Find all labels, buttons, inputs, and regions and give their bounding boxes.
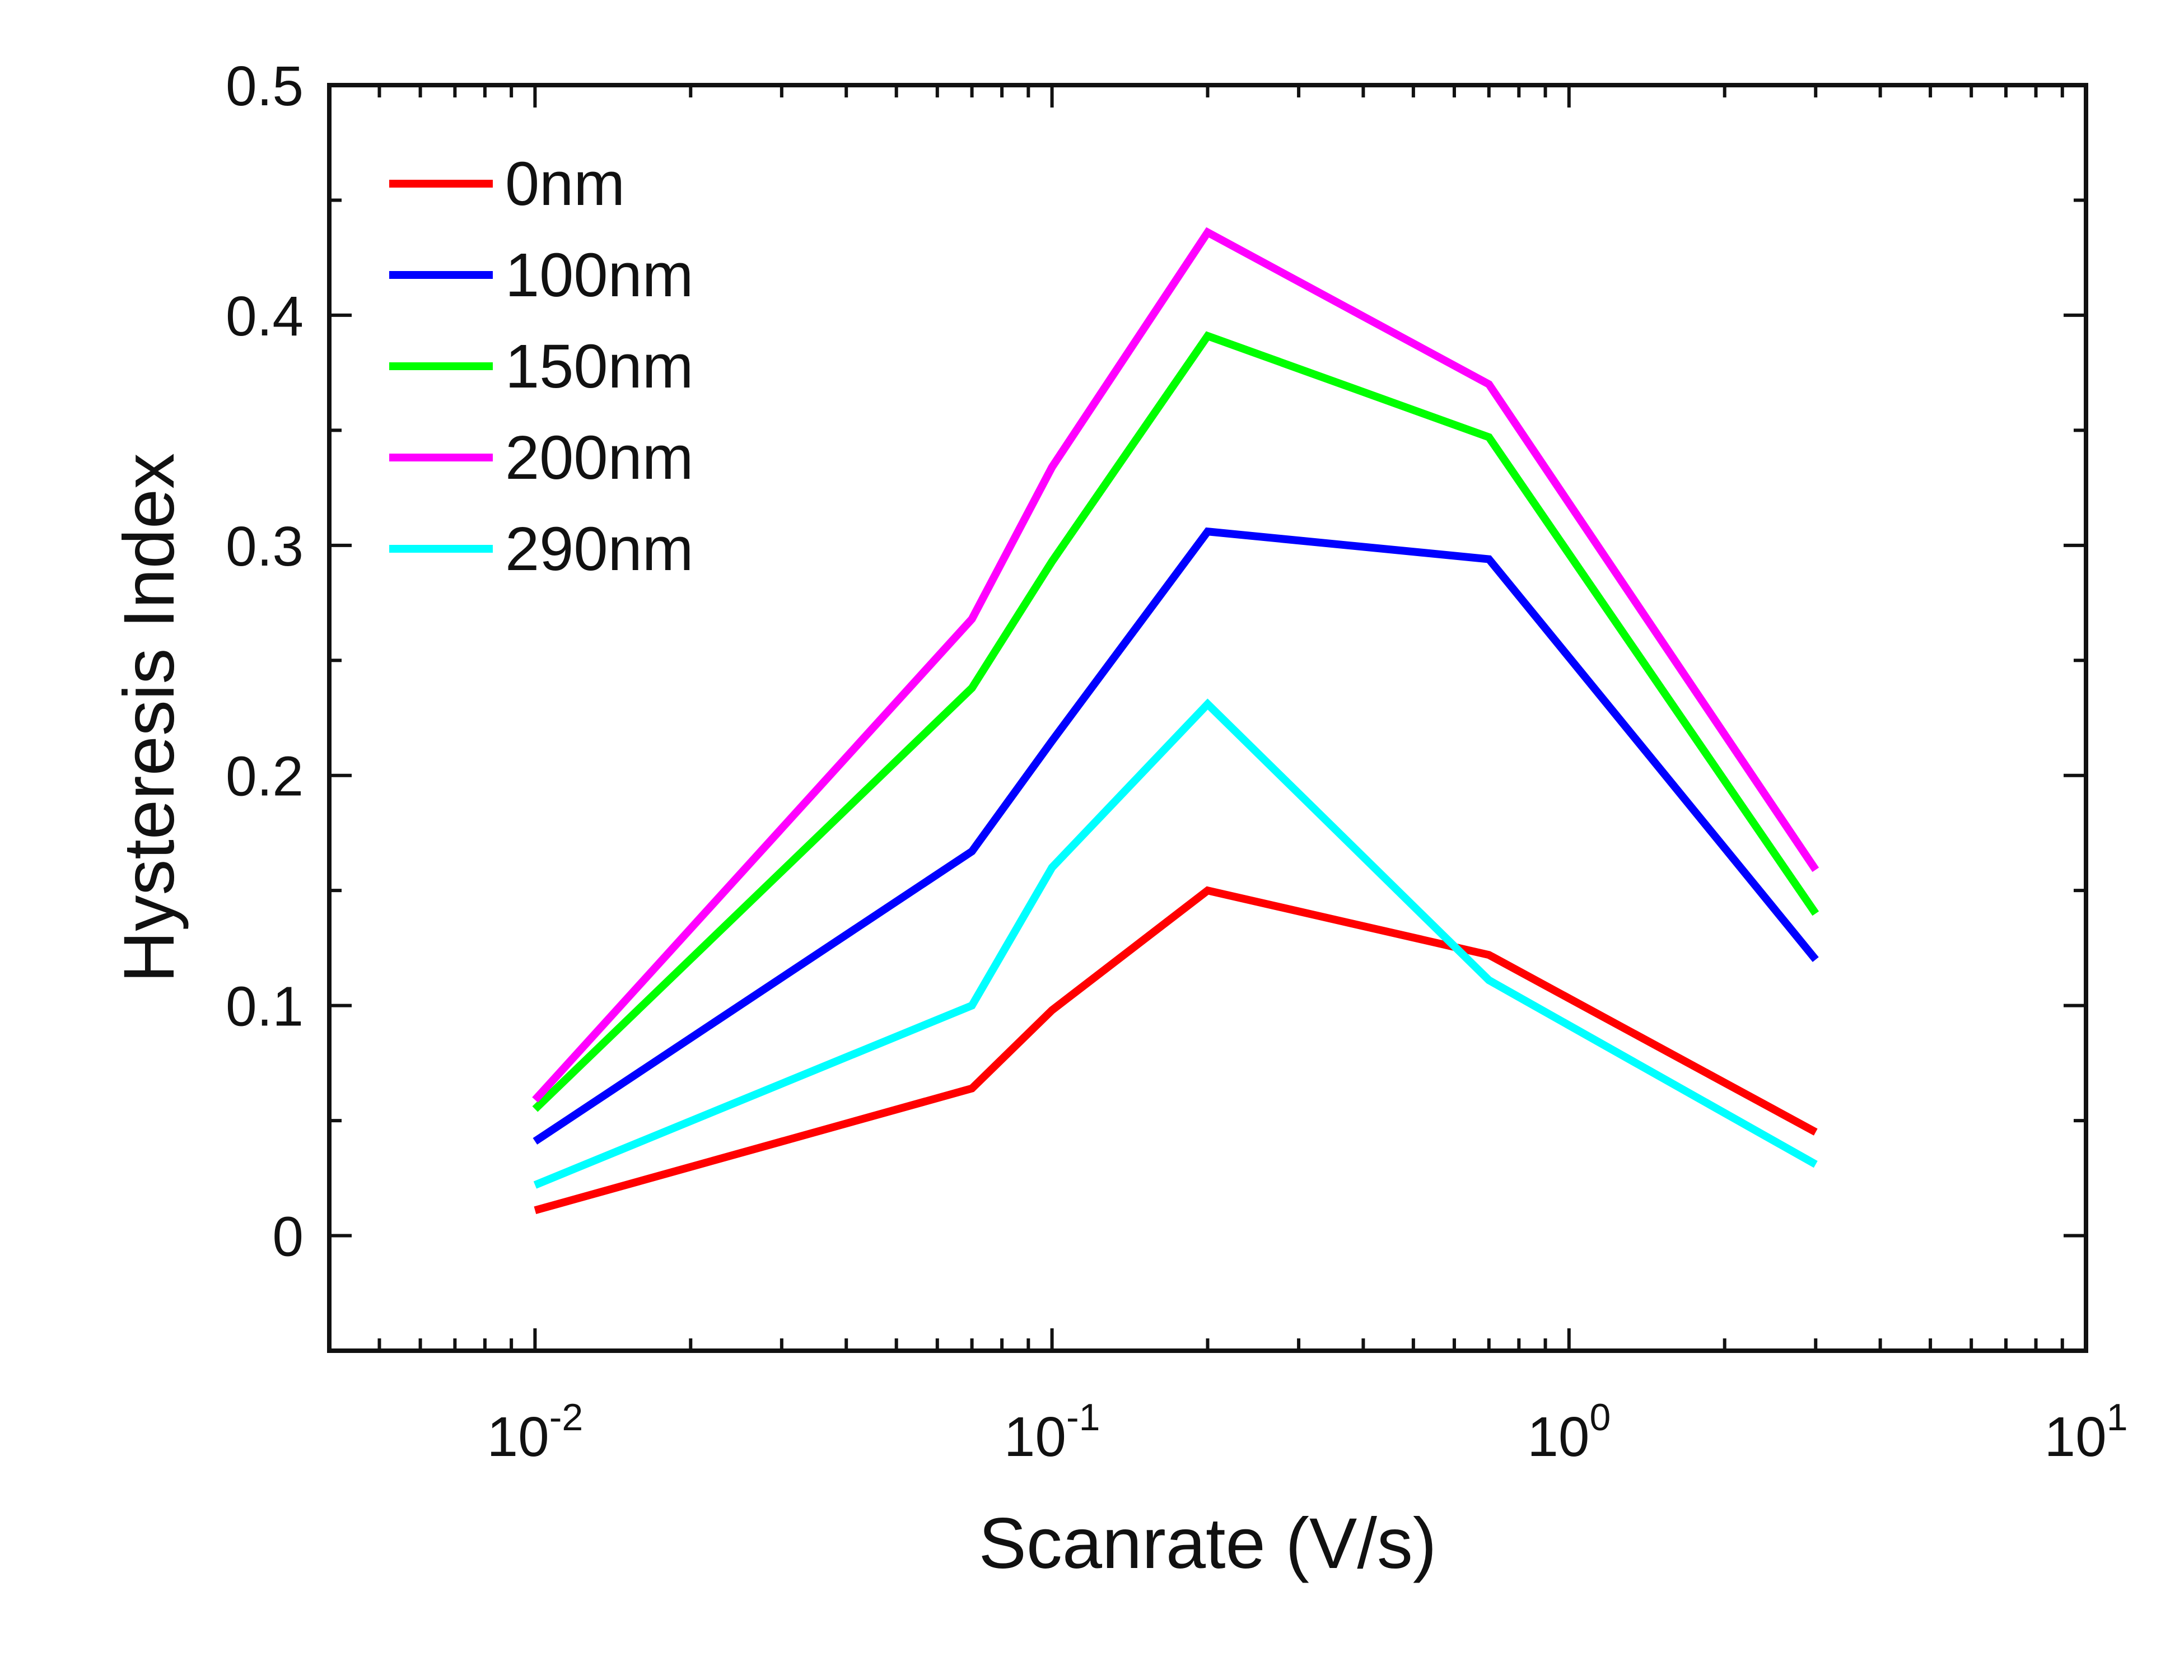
- x-tick-base: 10: [487, 1406, 549, 1468]
- y-tick-label: 0.4: [226, 285, 304, 348]
- plot-frame: [327, 83, 2088, 1353]
- legend-label-200nm: 200nm: [505, 423, 693, 492]
- legend-label-290nm: 290nm: [505, 515, 693, 584]
- legend-label-150nm: 150nm: [505, 332, 693, 401]
- x-tick-label: 100: [1527, 1396, 1611, 1468]
- x-tick-label: 101: [2044, 1396, 2127, 1468]
- y-tick-label: 0.3: [226, 515, 304, 578]
- series-line-150nm: [532, 331, 1819, 1112]
- x-tick-exponent: -1: [1066, 1396, 1100, 1439]
- legend-label-0nm: 0nm: [505, 150, 625, 218]
- y-tick-label: 0.1: [226, 976, 304, 1038]
- x-tick-label: 10-2: [487, 1396, 584, 1468]
- series-layer: [532, 227, 1819, 1215]
- x-tick-exponent: 0: [1589, 1396, 1611, 1439]
- x-tick-labels: 10-2 10-1 100 101: [487, 1396, 2128, 1468]
- series-line-100nm: [533, 527, 1819, 1145]
- y-tick-labels: 0 0.1 0.2 0.3 0.4 0.5: [226, 55, 304, 1268]
- legend-label-100nm: 100nm: [505, 241, 693, 310]
- y-tick-label: 0.2: [226, 745, 304, 808]
- series-line-290nm: [533, 698, 1818, 1189]
- series-line-0nm: [534, 886, 1818, 1215]
- x-tick-exponent: 1: [2107, 1396, 2128, 1439]
- y-axis-title: Hysteresis Index: [109, 453, 189, 983]
- x-tick-base: 10: [2044, 1406, 2106, 1468]
- series-line-200nm: [532, 227, 1819, 1103]
- x-axis-title: Scanrate (V/s): [978, 1504, 1436, 1584]
- x-tick-label: 10-1: [1004, 1396, 1100, 1468]
- y-tick-label: 0.5: [226, 55, 304, 118]
- legend: 0nm 100nm 150nm 200nm 290nm: [389, 150, 693, 584]
- y-tick-label: 0: [272, 1206, 304, 1268]
- x-tick-base: 10: [1527, 1406, 1589, 1468]
- x-tick-base: 10: [1004, 1406, 1066, 1468]
- x-tick-exponent: -2: [549, 1396, 583, 1439]
